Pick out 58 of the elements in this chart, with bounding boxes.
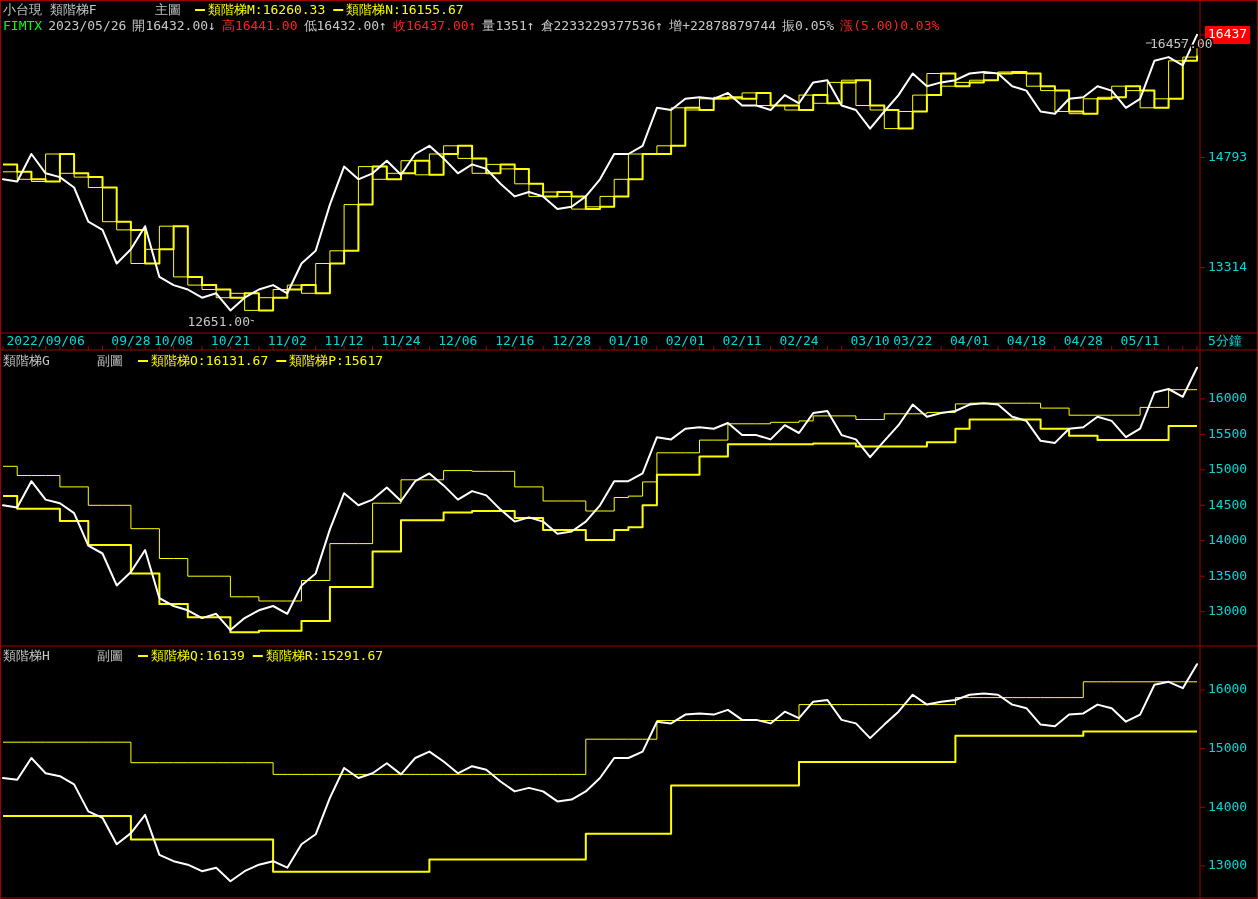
legend-label: 類階梯R:15291.67: [265, 648, 384, 663]
x-tick-label: 04/28: [1063, 333, 1103, 348]
chart-subtitle: 主圖: [155, 2, 181, 17]
legend-label: 類階梯M:16260.33: [208, 2, 326, 17]
y-tick-label: 15000: [1208, 740, 1248, 756]
annotation: 2023/05/26: [48, 18, 127, 33]
x-tick-label: 04/01: [950, 333, 990, 348]
x-tick-label: 11/12: [324, 333, 364, 348]
annotation: 振0.05%: [782, 18, 835, 33]
x-tick-label: 04/18: [1006, 333, 1046, 348]
x-tick-label: 2022/09/06: [6, 333, 85, 348]
legend-label: 類階梯N:16155.67: [346, 2, 464, 17]
legend-label: 類階梯Q:16139: [151, 648, 245, 663]
x-tick-label: 09/28: [111, 333, 151, 348]
x-tick-label: 02/24: [779, 333, 819, 348]
y-tick-label: 15500: [1208, 425, 1248, 441]
x-tick-label: 12/28: [552, 333, 592, 348]
x-tick-label: 11/24: [381, 333, 421, 348]
chart-title: 類階梯H: [3, 648, 50, 663]
x-tick-label: 11/02: [267, 333, 307, 348]
annotation: 開16432.00↓: [132, 18, 216, 33]
x-tick-label: 03/10: [850, 333, 890, 348]
annotation: 12651.00: [187, 314, 250, 329]
x-tick-label: 12/16: [495, 333, 535, 348]
y-tick-label: 14793: [1208, 148, 1248, 164]
y-tick-label: 13314: [1208, 259, 1248, 275]
chart-subtitle: 副圖: [97, 648, 123, 663]
y-tick-label: 13000: [1208, 857, 1248, 873]
y-tick-label: 13500: [1208, 567, 1248, 583]
y-tick-label: 16000: [1208, 390, 1248, 406]
chart-title: 類階梯G: [3, 353, 50, 368]
x-tick-label: 10/21: [210, 333, 250, 348]
chart-subtitle: 副圖: [97, 353, 123, 368]
x-tick-label: 05/11: [1120, 333, 1160, 348]
y-tick-label: 14500: [1208, 496, 1248, 512]
annotation: 倉2233229377536↑: [540, 18, 664, 33]
x-axis-title: 5分鐘: [1208, 333, 1242, 348]
y-tick-label: 14000: [1208, 798, 1248, 814]
x-tick-label: 12/06: [438, 333, 478, 348]
legend-label: 類階梯O:16131.67: [151, 353, 269, 368]
x-tick-label: 02/11: [722, 333, 762, 348]
annotation: 收16437.00↑: [392, 18, 477, 33]
annotation: 量1351↑: [482, 18, 535, 33]
y-tick-label: 15000: [1208, 461, 1248, 477]
y-tick-label: 13000: [1208, 603, 1248, 619]
x-tick-label: 03/22: [893, 333, 933, 348]
y-tick-label: 14000: [1208, 532, 1248, 548]
x-tick-label: 10/08: [154, 333, 194, 348]
annotation: 漲(5.00)0.03%: [840, 18, 940, 33]
chart-title: 小台現 類階梯F: [3, 2, 97, 17]
annotation: 增+22878879744: [668, 18, 777, 33]
annotation: 低16432.00↑: [303, 18, 387, 33]
x-tick-label: 01/10: [608, 333, 648, 348]
y-tick-label: 16000: [1208, 681, 1248, 697]
annotation: 高16441.00: [221, 18, 298, 33]
x-tick-label: 02/01: [665, 333, 705, 348]
legend-label: 類階梯P:15617: [289, 353, 384, 368]
annotation: FIMTX: [3, 18, 43, 33]
